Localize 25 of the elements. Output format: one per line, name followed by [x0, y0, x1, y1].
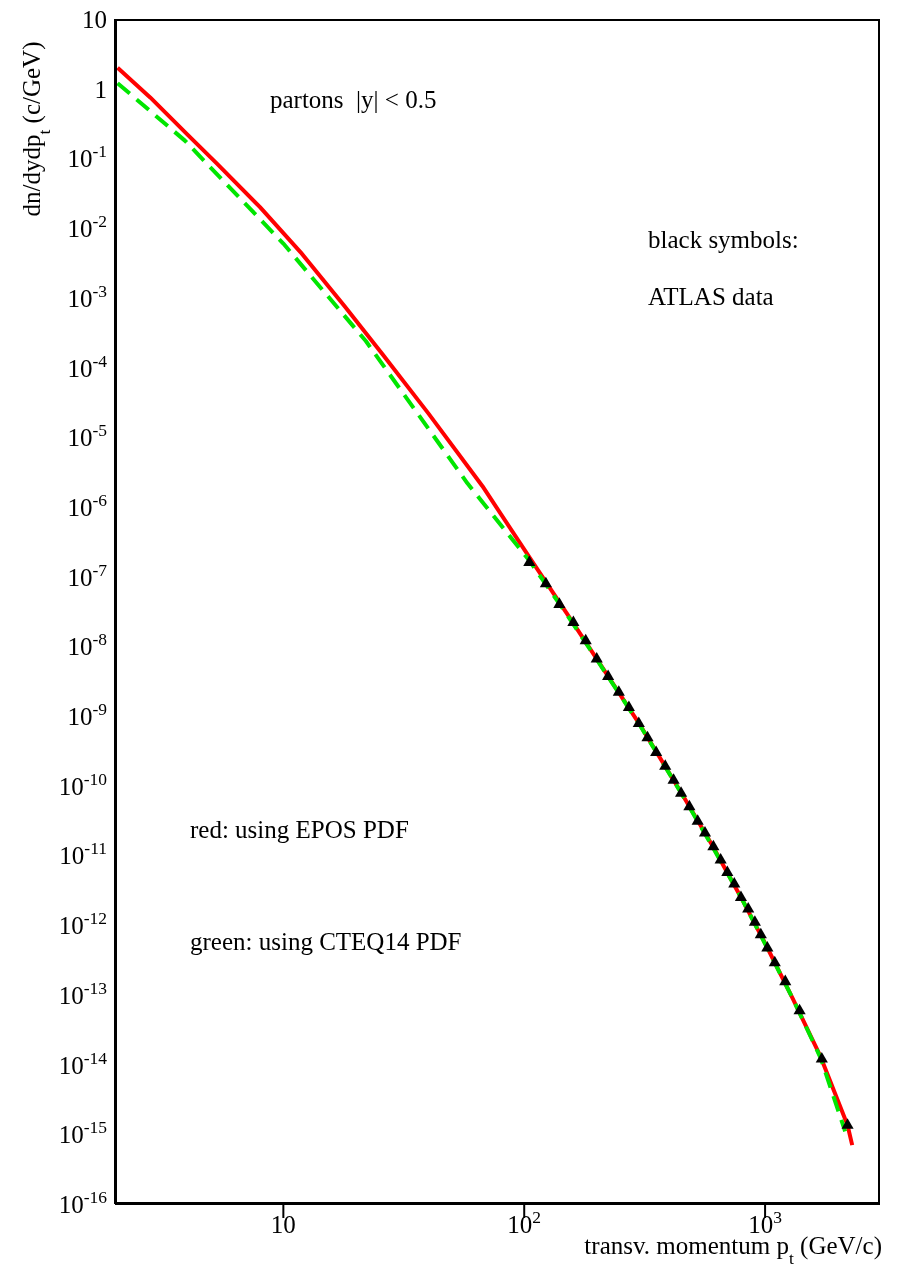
annotation: partons |y| < 0.5: [270, 86, 437, 114]
x-tick-label: 10$^{2}$: [507, 1207, 542, 1238]
y-tick-label: 10$^{-3}$: [67, 280, 108, 312]
y-tick-label: 10$^{-9}$: [67, 699, 108, 731]
annotation: red: using EPOS PDF: [190, 816, 409, 844]
y-tick-label: 10$^{-1}$: [67, 141, 107, 173]
y-tick-label: 10$^{-12}$: [58, 908, 107, 940]
y-tick-label: 10$^{-2}$: [67, 211, 107, 243]
annotation: ATLAS data: [648, 283, 774, 311]
y-tick-label: 10$^{-11}$: [59, 838, 107, 870]
y-tick-label: 1: [94, 75, 107, 103]
y-tick-label: 10$^{-8}$: [67, 629, 108, 661]
x-tick-label: 10: [270, 1211, 296, 1238]
y-tick-label: 10$^{-15}$: [58, 1117, 108, 1149]
y-tick-label: 10$^{-6}$: [67, 489, 108, 521]
y-tick-label: 10$^{-10}$: [58, 768, 108, 800]
y-tick-label: 10$^{-13}$: [58, 977, 108, 1009]
y-tick-label: 10$^{-7}$: [67, 559, 108, 591]
y-tick-label: 10$^{-5}$: [67, 420, 108, 452]
y-tick-label: 10$^{-16}$: [58, 1187, 108, 1218]
annotation: green: using CTEQ14 PDF: [190, 928, 462, 956]
y-tick-label: 10: [82, 6, 107, 33]
y-tick-label: 10$^{-4}$: [67, 350, 108, 382]
y-tick-label: 10$^{-14}$: [58, 1047, 108, 1079]
annotation: black symbols:: [648, 226, 799, 254]
